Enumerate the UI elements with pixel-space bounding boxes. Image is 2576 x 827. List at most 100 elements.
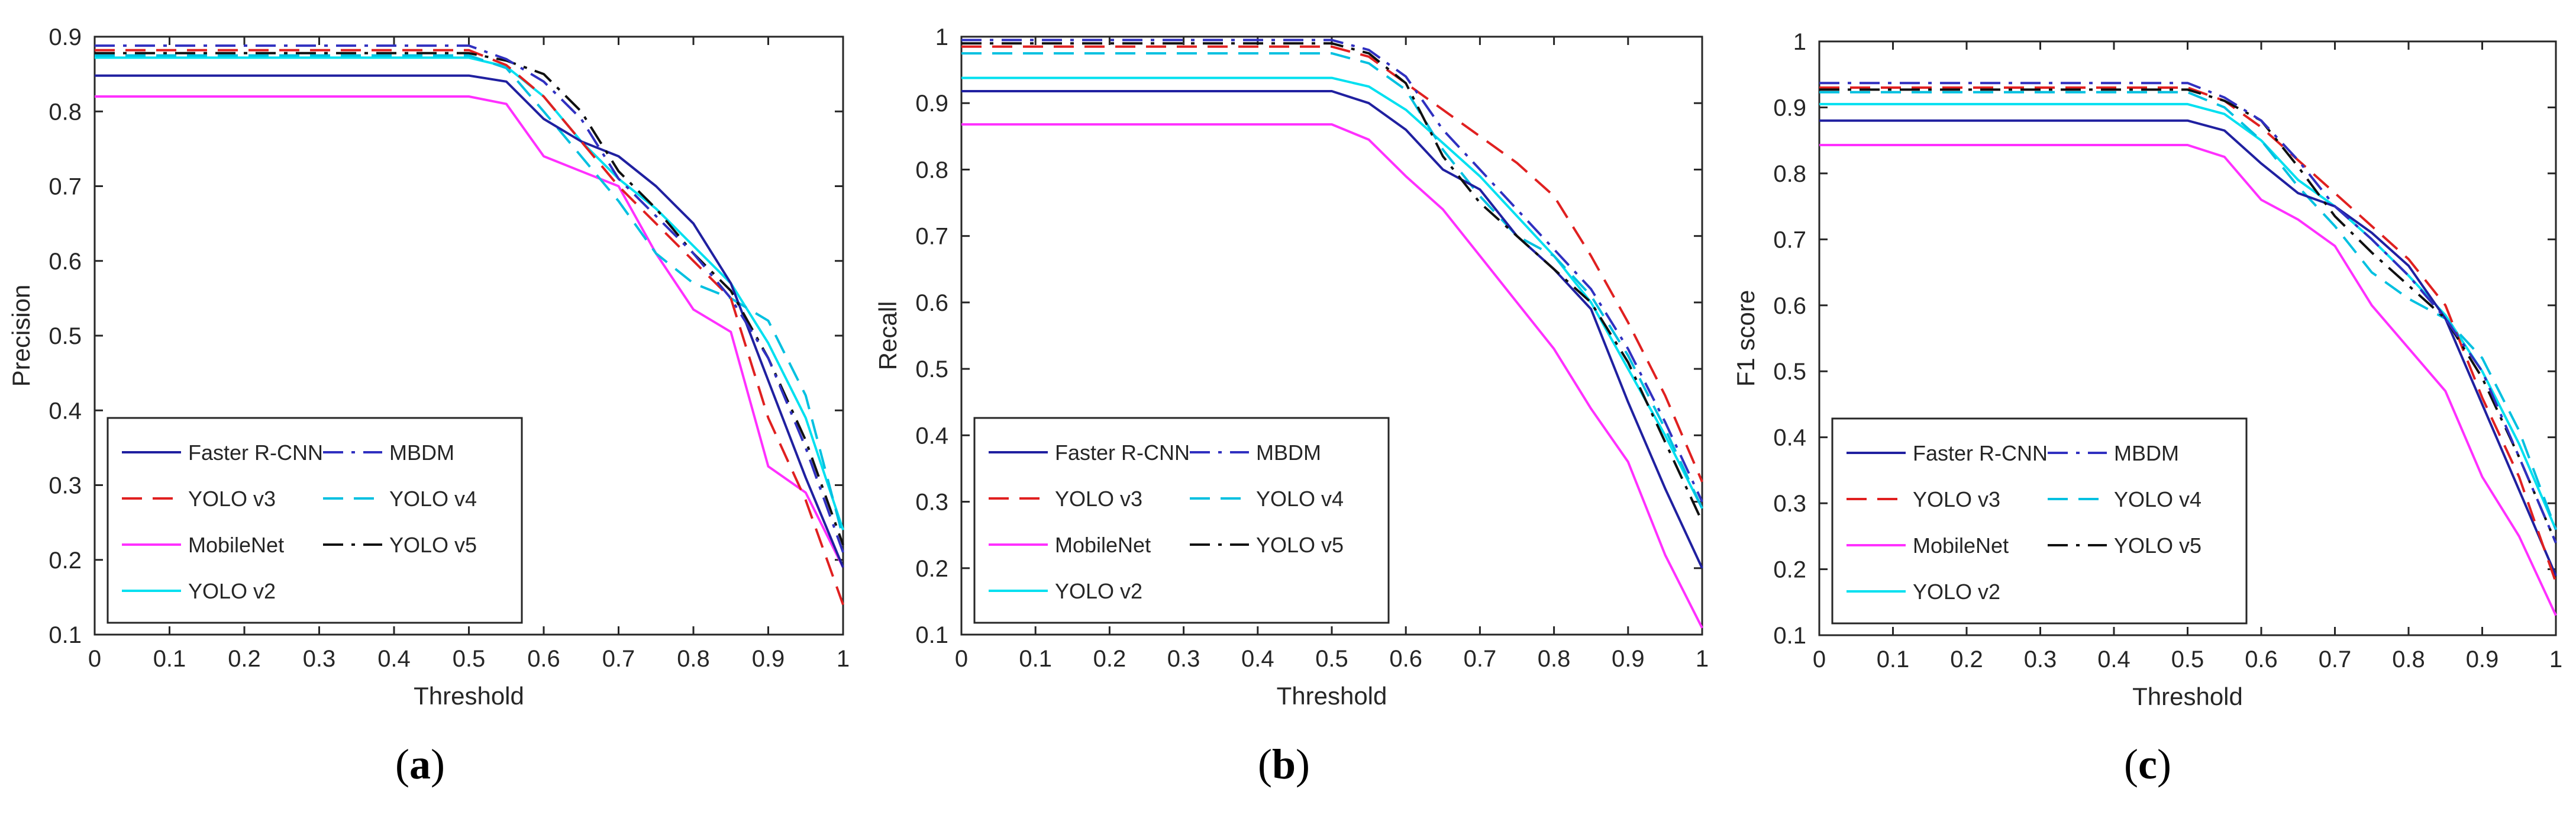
legend-label-faster-r-cnn: Faster R-CNN: [188, 440, 323, 465]
series-line-yolo-v5: [95, 52, 844, 546]
x-tick-label: 0.5: [1315, 646, 1348, 672]
y-tick-label: 0.4: [49, 398, 82, 424]
legend-label-mbdm: MBDM: [1256, 440, 1321, 465]
y-tick-label: 0.9: [1773, 95, 1806, 121]
y-tick-label: 0.7: [1773, 227, 1806, 253]
series-line-mobilenet: [95, 95, 844, 568]
legend-label-yolo-v2: YOLO v2: [188, 579, 276, 603]
x-tick-label: 0.8: [1538, 646, 1571, 672]
legend-label-yolo-v3: YOLO v3: [1913, 487, 2000, 511]
x-axis-label: Threshold: [414, 682, 524, 710]
x-tick-label: 0.4: [1241, 646, 1274, 672]
legend: Faster R-CNN MBDM YOLO v3 YOLO v4 MobileNet Y…: [1831, 417, 2248, 625]
legend-label-yolo-v3: YOLO v3: [188, 487, 276, 511]
series-line-yolo-v4: [1819, 91, 2557, 530]
x-tick-label: 0.9: [1612, 646, 1645, 672]
legend-label-yolo-v4: YOLO v4: [2114, 487, 2201, 511]
series-line-yolo-v4: [961, 52, 1703, 509]
y-tick-label: 0.6: [915, 290, 948, 316]
y-tick-label: 0.2: [1773, 557, 1806, 583]
legend-label-faster-r-cnn: Faster R-CNN: [1913, 441, 2048, 465]
x-tick-label: 0: [1813, 646, 1826, 672]
x-tick-label: 1: [1696, 646, 1709, 672]
series-line-yolo-v5: [961, 42, 1703, 523]
y-tick-label: 0.8: [1773, 161, 1806, 187]
x-tick-label: 0.3: [303, 646, 336, 672]
y-tick-label: 0.1: [49, 622, 82, 648]
x-tick-label: 0.1: [153, 646, 186, 672]
legend-label-mbdm: MBDM: [389, 440, 454, 465]
y-axis-label: F1 score: [1732, 290, 1760, 387]
x-tick-label: 0.9: [2466, 646, 2499, 672]
x-tick-label: 0.2: [228, 646, 261, 672]
legend-label-yolo-v5: YOLO v5: [2114, 533, 2201, 558]
series-line-yolo-v3: [1819, 86, 2557, 583]
legend: Faster R-CNN MBDM YOLO v3 YOLO v4 MobileNet Y…: [106, 417, 523, 624]
chart-panel-c: 0 0.1 0.2 0.3 0.4 0.5 0.6 0.7 0.8 0.9 1 0.1 0.2 0.3 0.…: [1732, 29, 2562, 710]
x-tick-label: 1: [2549, 646, 2562, 672]
series-line-faster-r-cnn: [961, 90, 1703, 569]
legend-label-mobilenet: MobileNet: [1055, 533, 1151, 557]
series-line-mobilenet: [1819, 144, 2557, 616]
x-tick-label: 0.3: [1167, 646, 1200, 672]
x-tick-label: 0.8: [677, 646, 710, 672]
legend-label-mobilenet: MobileNet: [1913, 533, 2009, 558]
y-tick-label: 0.6: [1773, 293, 1806, 319]
y-tick-label: 0.4: [1773, 425, 1806, 451]
legend-label-mbdm: MBDM: [2114, 441, 2179, 465]
series-line-faster-r-cnn: [95, 74, 844, 568]
x-tick-label: 0.5: [2171, 646, 2204, 672]
x-tick-label: 0.2: [1093, 646, 1126, 672]
y-tick-label: 1: [1793, 29, 1806, 55]
x-tick-label: 1: [837, 646, 850, 672]
x-tick-label: 0.6: [2245, 646, 2278, 672]
series-line-yolo-v2: [961, 76, 1703, 509]
y-tick-label: 0.5: [915, 356, 948, 382]
y-tick-label: 0.3: [1773, 491, 1806, 517]
x-tick-label: 0.4: [377, 646, 411, 672]
y-tick-label: 0.1: [1773, 623, 1806, 649]
series-line-yolo-v4: [95, 54, 844, 538]
x-tick-label: 0.6: [527, 646, 560, 672]
legend-label-yolo-v3: YOLO v3: [1055, 487, 1142, 511]
y-tick-label: 1: [935, 24, 948, 50]
legend-label-yolo-v5: YOLO v5: [1256, 533, 1344, 557]
x-tick-label: 0: [88, 646, 101, 672]
y-tick-label: 0.9: [49, 24, 82, 50]
x-tick-label: 0.9: [752, 646, 785, 672]
series-line-faster-r-cnn: [1819, 119, 2557, 577]
x-tick-label: 0.4: [2097, 646, 2130, 672]
series-line-yolo-v2: [1819, 102, 2557, 530]
series-line-mobilenet: [961, 123, 1703, 629]
x-tick-label: 0.1: [1877, 646, 1910, 672]
y-tick-label: 0.5: [1773, 359, 1806, 385]
y-tick-label: 0.4: [915, 423, 948, 449]
x-tick-label: 0.7: [1464, 646, 1497, 672]
y-tick-label: 0.2: [49, 548, 82, 574]
series-line-yolo-v3: [95, 49, 844, 606]
legend: Faster R-CNN MBDM YOLO v3 YOLO v4 MobileNet Y…: [973, 417, 1390, 624]
panel-label-b: (b): [1257, 741, 1310, 788]
chart-panel-a: 0 0.1 0.2 0.3 0.4 0.5 0.6 0.7 0.8 0.9 10.10.20.30.…: [7, 24, 850, 710]
x-axis-label: Threshold: [2132, 683, 2243, 710]
y-tick-label: 0.9: [915, 91, 948, 117]
y-tick-label: 0.7: [49, 174, 82, 200]
panel-label-a: (a): [395, 741, 445, 788]
panel-label-c: (c): [2124, 741, 2171, 788]
y-axis-label: Recall: [874, 301, 902, 371]
x-tick-label: 0.3: [2024, 646, 2057, 672]
x-tick-label: 0: [955, 646, 968, 672]
y-tick-label: 0.7: [915, 224, 948, 250]
y-tick-label: 0.2: [915, 556, 948, 582]
y-tick-label: 0.1: [915, 622, 948, 648]
chart-panel-b: 0 0.1 0.2 0.3 0.4 0.5 0.6 0.7 0.8 0.9 1 0.1 0.2 0.3 0.…: [874, 24, 1709, 710]
y-tick-label: 0.3: [915, 490, 948, 516]
x-axis-label: Threshold: [1277, 682, 1387, 710]
series-line-yolo-v5: [1819, 88, 2557, 543]
x-tick-label: 0.7: [2319, 646, 2352, 672]
legend-label-yolo-v2: YOLO v2: [1913, 580, 2000, 604]
x-tick-label: 0.1: [1019, 646, 1052, 672]
legend-label-faster-r-cnn: Faster R-CNN: [1055, 440, 1190, 465]
x-tick-label: 0.7: [602, 646, 635, 672]
